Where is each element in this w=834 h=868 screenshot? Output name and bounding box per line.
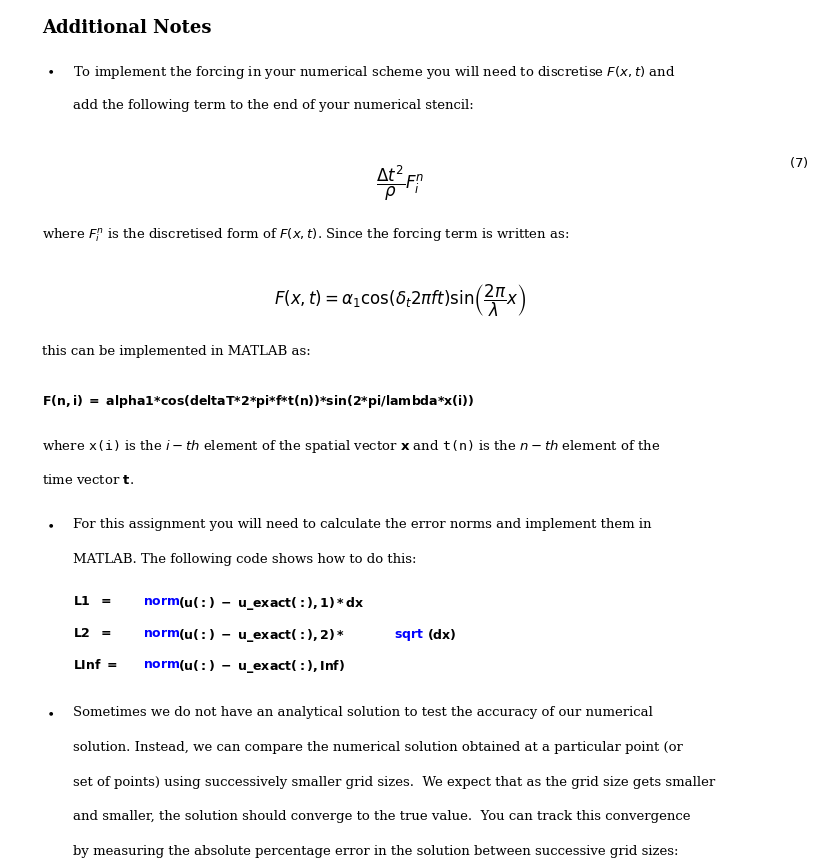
- Text: add the following term to the end of your numerical stencil:: add the following term to the end of you…: [73, 99, 475, 112]
- Text: solution. Instead, we can compare the numerical solution obtained at a particula: solution. Instead, we can compare the nu…: [73, 741, 683, 754]
- Text: $(7)$: $(7)$: [789, 155, 809, 170]
- Text: $\mathbf{(dx)}$: $\mathbf{(dx)}$: [427, 627, 456, 641]
- Text: $\mathbf{(u(:)\ -\ u\_exact(:),Inf)}$: $\mathbf{(u(:)\ -\ u\_exact(:),Inf)}$: [178, 659, 344, 675]
- Text: $\mathbf{(u(:)\ -\ u\_exact(:),1)*dx}$: $\mathbf{(u(:)\ -\ u\_exact(:),1)*dx}$: [178, 595, 364, 612]
- Text: $\dfrac{\Delta t^2}{\rho}F_i^n$: $\dfrac{\Delta t^2}{\rho}F_i^n$: [376, 164, 425, 203]
- Text: time vector $\mathbf{t}$.: time vector $\mathbf{t}$.: [42, 473, 133, 487]
- Text: $\bullet$: $\bullet$: [46, 707, 54, 720]
- Text: $\mathbf{F(n,i)\ =\ alpha1{*}cos(deltaT{*}2{*}pi{*}f{*}t(n)){*}sin(2{*}pi/lambda: $\mathbf{F(n,i)\ =\ alpha1{*}cos(deltaT{…: [42, 393, 474, 411]
- Text: $\mathbf{L2\ \ =\ }$: $\mathbf{L2\ \ =\ }$: [73, 627, 112, 640]
- Text: set of points) using successively smaller grid sizes.  We expect that as the gri: set of points) using successively smalle…: [73, 776, 716, 789]
- Text: MATLAB. The following code shows how to do this:: MATLAB. The following code shows how to …: [73, 553, 417, 566]
- Text: For this assignment you will need to calculate the error norms and implement the: For this assignment you will need to cal…: [73, 518, 652, 531]
- Text: where $\mathtt{x(i)}$ is the $i-th$ element of the spatial vector $\mathbf{x}$ a: where $\mathtt{x(i)}$ is the $i-th$ elem…: [42, 438, 660, 456]
- Text: $\mathbf{(u(:)\ -\ u\_exact(:),2)*}$: $\mathbf{(u(:)\ -\ u\_exact(:),2)*}$: [178, 627, 344, 643]
- Text: $\bullet$: $\bullet$: [46, 64, 54, 77]
- Text: Additional Notes: Additional Notes: [42, 19, 211, 37]
- Text: Sometimes we do not have an analytical solution to test the accuracy of our nume: Sometimes we do not have an analytical s…: [73, 707, 653, 720]
- Text: $\mathbf{norm}$: $\mathbf{norm}$: [143, 627, 181, 640]
- Text: and smaller, the solution should converge to the true value.  You can track this: and smaller, the solution should converg…: [73, 811, 691, 824]
- Text: this can be implemented in MATLAB as:: this can be implemented in MATLAB as:: [42, 345, 310, 358]
- Text: $F(x,t) = \alpha_1\cos(\delta_t 2\pi ft)\sin\!\left(\dfrac{2\pi}{\lambda}x\right: $F(x,t) = \alpha_1\cos(\delta_t 2\pi ft)…: [274, 283, 526, 319]
- Text: $\mathbf{L1\ \ =\ }$: $\mathbf{L1\ \ =\ }$: [73, 595, 112, 608]
- Text: where $F_i^n$ is the discretised form of $F(x,t)$. Since the forcing term is wri: where $F_i^n$ is the discretised form of…: [42, 227, 569, 244]
- Text: $\mathbf{norm}$: $\mathbf{norm}$: [143, 659, 181, 672]
- Text: $\bullet$: $\bullet$: [46, 518, 54, 531]
- Text: To implement the forcing in your numerical scheme you will need to discretise $F: To implement the forcing in your numeric…: [73, 64, 676, 82]
- Text: $\mathbf{LInf\ =\ }$: $\mathbf{LInf\ =\ }$: [73, 659, 118, 673]
- Text: $\mathbf{norm}$: $\mathbf{norm}$: [143, 595, 181, 608]
- Text: by measuring the absolute percentage error in the solution between successive gr: by measuring the absolute percentage err…: [73, 845, 679, 858]
- Text: $\mathbf{sqrt}$: $\mathbf{sqrt}$: [394, 627, 424, 642]
